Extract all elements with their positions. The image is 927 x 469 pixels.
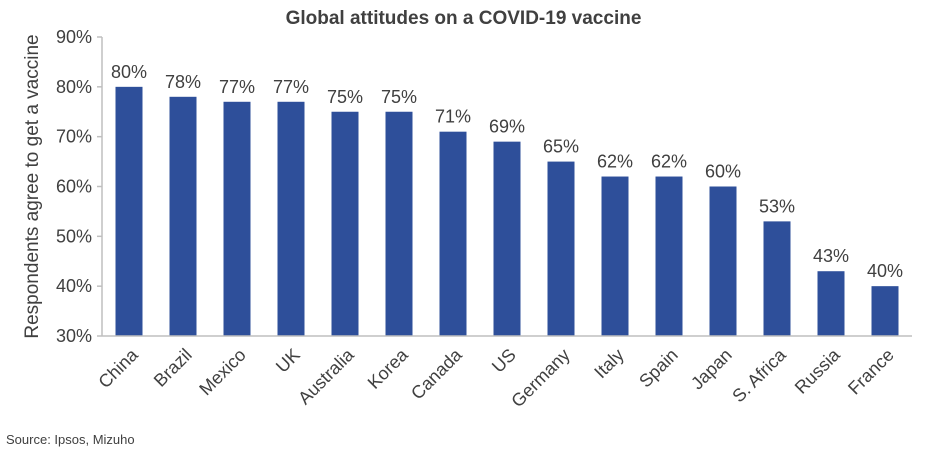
data-label: 77% [219, 77, 255, 97]
y-tick-label: 40% [56, 276, 92, 296]
data-label: 80% [111, 62, 147, 82]
bar-korea [385, 111, 413, 336]
category-label: China [94, 344, 142, 392]
data-labels-group: 80% 78% 77% 77% 75% 75% 71% 69% 65% 62% 62% 60% 53% 4… [111, 62, 903, 281]
chart-title: Global attitudes on a COVID-19 vaccine [285, 8, 642, 29]
bar-uk [277, 101, 305, 337]
category-label: Canada [407, 344, 466, 403]
category-label: US [488, 345, 520, 377]
data-label: 62% [597, 152, 633, 172]
category-label: Russia [791, 344, 845, 398]
data-label: 69% [489, 117, 525, 137]
bars-group [115, 86, 899, 337]
category-label: Korea [364, 344, 413, 393]
data-label: 60% [705, 162, 741, 182]
bar-brazil [169, 96, 197, 336]
category-label: Australia [294, 344, 358, 408]
y-axis-title: Respondents agree to get a vaccine [22, 34, 43, 338]
bar-australia [331, 111, 359, 336]
bar-germany [547, 161, 575, 336]
data-label: 43% [813, 246, 849, 266]
category-label: Germany [507, 345, 573, 411]
data-label: 62% [651, 152, 687, 172]
data-label: 75% [327, 87, 363, 107]
data-label: 75% [381, 87, 417, 107]
bar-japan [709, 186, 737, 336]
bar-china [115, 86, 143, 336]
y-tick-label: 50% [56, 226, 92, 246]
bar-canada [439, 131, 467, 336]
category-label: S. Africa [728, 344, 790, 406]
category-label: Italy [590, 345, 627, 382]
bar-s-africa [763, 221, 791, 336]
data-label: 65% [543, 137, 579, 157]
data-label: 77% [273, 77, 309, 97]
category-label: Brazil [150, 345, 196, 391]
bar-italy [601, 176, 629, 336]
data-label: 40% [867, 261, 903, 281]
bar-russia [817, 271, 845, 336]
bar-mexico [223, 101, 251, 337]
y-tick-label: 30% [56, 326, 92, 346]
category-label: France [844, 345, 898, 399]
y-tick-label: 60% [56, 177, 92, 197]
y-tick-label: 80% [56, 77, 92, 97]
data-label: 78% [165, 72, 201, 92]
y-tick-label: 90% [56, 27, 92, 47]
category-label: Mexico [195, 345, 249, 399]
category-label: UK [272, 345, 304, 377]
data-label: 71% [435, 107, 471, 127]
y-tick-labels: 30% 40% 50% 60% 70% 80% 90% [56, 27, 102, 346]
category-label: Japan [687, 345, 736, 394]
category-label: Spain [635, 345, 682, 392]
bar-spain [655, 176, 683, 336]
bar-france [871, 286, 899, 336]
data-label: 53% [759, 196, 795, 216]
source-note: Source: Ipsos, Mizuho [6, 432, 135, 447]
y-tick-label: 70% [56, 127, 92, 147]
bar-us [493, 141, 521, 336]
